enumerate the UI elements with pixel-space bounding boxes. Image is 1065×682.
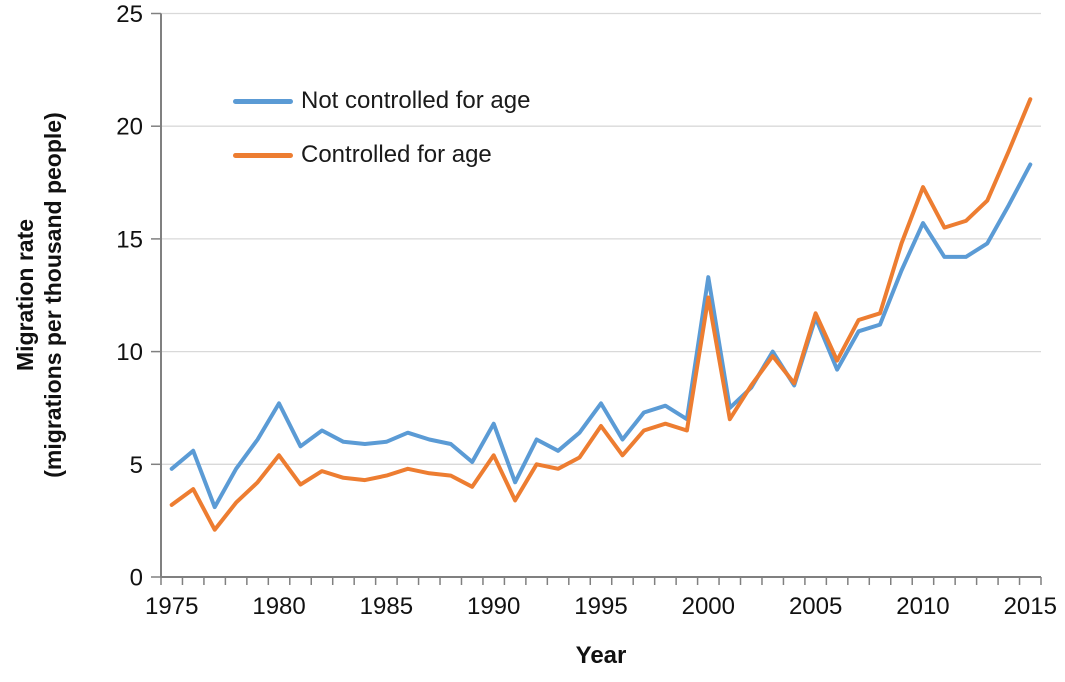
x-axis-title: Year <box>575 642 627 669</box>
legend-swatch-blue-line <box>233 98 293 104</box>
legend-label: Not controlled for age <box>301 87 531 114</box>
y-tick-label: 0 <box>130 565 143 592</box>
x-tick-label: 1980 <box>252 593 305 620</box>
legend-item-controlled: Controlled for age <box>233 128 530 182</box>
y-axis-title: Migration rate (migrations per thousand … <box>11 0 69 595</box>
x-tick-label: 2015 <box>1004 593 1057 620</box>
x-tick-label: 1975 <box>145 593 198 620</box>
legend-swatch-orange-line <box>233 152 293 158</box>
y-tick-label: 25 <box>116 1 143 28</box>
series-line-not-controlled-for-age <box>169 162 1033 510</box>
legend-label: Controlled for age <box>301 141 492 168</box>
y-tick-label: 20 <box>116 114 143 141</box>
y-axis-title-line1: Migration rate <box>12 218 38 372</box>
legend-item-not-controlled: Not controlled for age <box>233 74 530 128</box>
y-tick-label: 10 <box>116 339 143 366</box>
x-tick-label: 1985 <box>360 593 413 620</box>
y-tick-label: 15 <box>116 226 143 253</box>
x-tick-label: 1990 <box>467 593 520 620</box>
x-tick-label: 2005 <box>789 593 842 620</box>
series-line-controlled-for-age <box>169 97 1033 532</box>
y-tick-label: 5 <box>130 452 143 479</box>
x-tick-label: 1995 <box>574 593 627 620</box>
y-axis-title-line2: (migrations per thousand people) <box>40 112 66 478</box>
x-tick-label: 2010 <box>896 593 949 620</box>
x-tick-label: 2000 <box>682 593 735 620</box>
legend: Not controlled for age Controlled for ag… <box>233 74 530 182</box>
